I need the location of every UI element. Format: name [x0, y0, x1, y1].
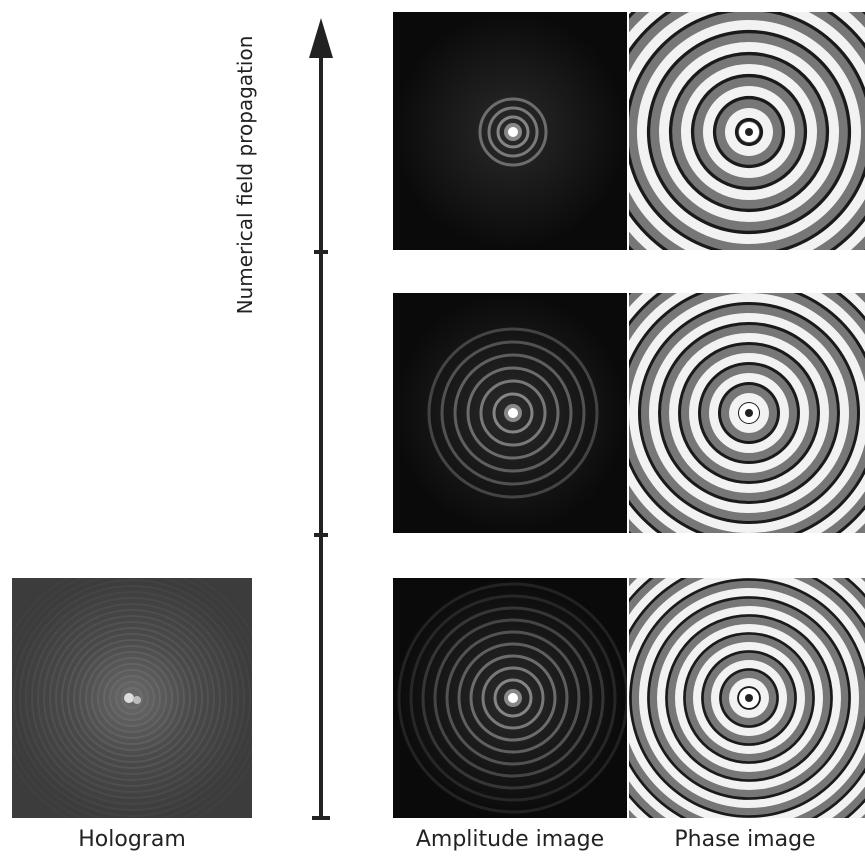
figure: Numerical field propagation Hologram Amp…: [0, 0, 865, 852]
center-dot: [745, 409, 753, 417]
amplitude-image: [393, 293, 627, 533]
center-spot: [133, 696, 141, 704]
center-spot: [508, 127, 518, 137]
center-spot: [508, 408, 518, 418]
center-dot: [745, 694, 753, 702]
caption: Hologram: [78, 827, 186, 852]
hologram-image: [0, 562, 268, 834]
amplitude-image: [393, 12, 627, 250]
center-spot: [124, 693, 134, 703]
center-dot: [745, 128, 753, 136]
center-spot: [508, 693, 518, 703]
caption: Amplitude image: [416, 827, 604, 852]
caption: Phase image: [674, 827, 815, 852]
axis-label: Numerical field propagation: [233, 36, 257, 315]
image-panels: [0, 0, 865, 852]
amplitude-image: [393, 578, 627, 818]
page: Numerical field propagation Hologram Amp…: [0, 0, 865, 852]
arrow-head: [309, 18, 333, 58]
